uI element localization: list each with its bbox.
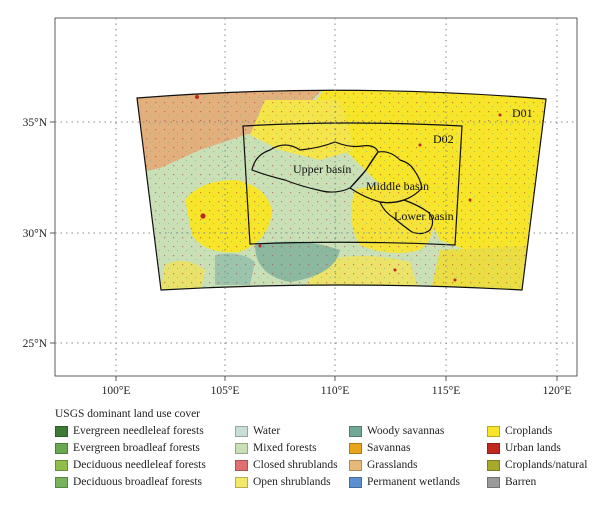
legend-label: Woody savannas — [367, 425, 445, 437]
legend-swatch — [487, 459, 500, 471]
legend-item: Deciduous broadleaf forests — [55, 475, 235, 489]
legend-item: Savannas — [349, 441, 487, 455]
lat-label-35n: 35°N — [23, 117, 48, 129]
legend-title: USGS dominant land use cover — [55, 408, 201, 420]
legend-label: Urban lands — [505, 442, 561, 454]
legend-label: Croplands/natural — [505, 459, 588, 471]
legend-swatch — [55, 459, 68, 471]
middle-basin-label: Middle basin — [366, 179, 429, 193]
legend-label: Croplands — [505, 425, 553, 437]
basin-outlines — [251, 141, 434, 235]
legend-label: Savannas — [367, 442, 411, 454]
legend-swatch — [235, 459, 248, 471]
domain-d01-outline — [136, 89, 547, 291]
legend-item: Croplands — [487, 424, 595, 438]
upper-basin-label: Upper basin — [293, 162, 351, 176]
legend-label: Grasslands — [367, 459, 418, 471]
domain-d02-outline — [242, 122, 463, 246]
legend-item: Woody savannas — [349, 424, 487, 438]
legend-label: Permanent wetlands — [367, 476, 460, 488]
legend-label: Water — [253, 425, 281, 437]
legend-item: Deciduous needleleaf forests — [55, 458, 235, 472]
legend-swatch — [55, 425, 68, 437]
legend-item: Grasslands — [349, 458, 487, 472]
legend-label: Deciduous needleleaf forests — [73, 459, 206, 471]
domain-d01-label: D01 — [512, 106, 533, 120]
lon-label-110e: 110°E — [321, 385, 349, 397]
legend-swatch — [349, 476, 362, 488]
legend-label: Closed shrublands — [253, 459, 338, 471]
legend-item: Closed shrublands — [235, 458, 349, 472]
legend-swatch — [235, 442, 248, 454]
domain-d02-label: D02 — [433, 132, 454, 146]
legend-swatch — [235, 425, 248, 437]
lat-label-25n: 25°N — [23, 338, 48, 350]
legend-item: Barren — [487, 475, 595, 489]
legend-swatch — [487, 442, 500, 454]
lower-basin-label: Lower basin — [394, 209, 454, 223]
legend-swatch — [235, 476, 248, 488]
lat-label-30n: 30°N — [23, 228, 48, 240]
legend-swatch — [487, 476, 500, 488]
land-use-legend: USGS dominant land use cover Evergreen n… — [55, 408, 595, 489]
lon-label-115e: 115°E — [432, 385, 460, 397]
legend-label: Mixed forests — [253, 442, 317, 454]
legend-label: Evergreen broadleaf forests — [73, 442, 200, 454]
legend-swatch — [55, 442, 68, 454]
lon-label-105e: 105°E — [211, 385, 240, 397]
legend-swatch — [349, 459, 362, 471]
legend-swatch — [349, 442, 362, 454]
legend-item: Evergreen broadleaf forests — [55, 441, 235, 455]
legend-label: Open shrublands — [253, 476, 331, 488]
legend-item: Water — [235, 424, 349, 438]
legend-item: Permanent wetlands — [349, 475, 487, 489]
legend-item: Urban lands — [487, 441, 595, 455]
land-use-map: 25°N 30°N 35°N 100°E 105°E 110°E 115°E 1… — [23, 17, 578, 397]
lon-label-100e: 100°E — [102, 385, 131, 397]
legend-swatch — [349, 425, 362, 437]
graticule — [55, 18, 577, 376]
legend-label: Deciduous broadleaf forests — [73, 476, 203, 488]
legend-item: Croplands/natural — [487, 458, 595, 472]
lon-label-120e: 120°E — [543, 385, 572, 397]
legend-grid: Evergreen needleleaf forests Water Woody s… — [55, 424, 595, 489]
legend-swatch — [487, 425, 500, 437]
legend-item: Evergreen needleleaf forests — [55, 424, 235, 438]
legend-item: Open shrublands — [235, 475, 349, 489]
legend-label: Evergreen needleleaf forests — [73, 425, 204, 437]
legend-item: Mixed forests — [235, 441, 349, 455]
legend-label: Barren — [505, 476, 537, 488]
legend-swatch — [55, 476, 68, 488]
land-cover-layer — [137, 90, 546, 290]
